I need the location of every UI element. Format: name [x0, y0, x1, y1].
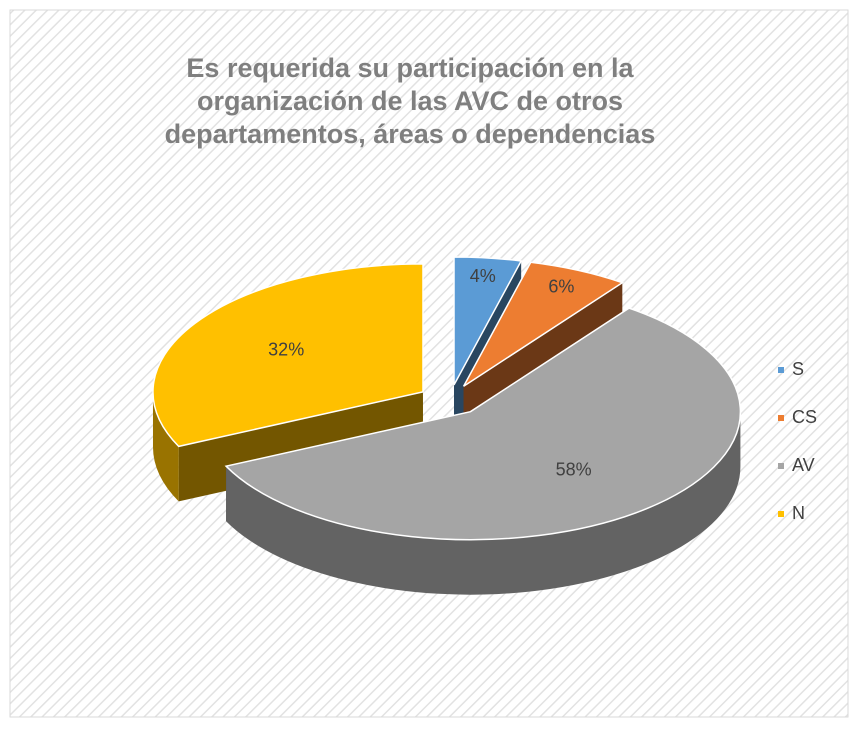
- legend-swatch: [778, 367, 784, 373]
- legend-swatch: [778, 511, 784, 517]
- chart-title: Es requerida su participación en la orga…: [164, 53, 656, 149]
- slice: [152, 263, 424, 448]
- slice-side: [226, 411, 741, 595]
- legend-label: N: [792, 503, 805, 523]
- data-label: 58%: [556, 460, 592, 480]
- data-label: 6%: [548, 277, 574, 297]
- slice: [224, 307, 742, 541]
- slice: [453, 256, 523, 386]
- legend-swatch: [778, 415, 784, 421]
- legend-label: CS: [792, 407, 817, 427]
- slice: [462, 261, 625, 387]
- data-label: 4%: [470, 266, 496, 286]
- legend-swatch: [778, 463, 784, 469]
- legend-label: AV: [792, 455, 815, 475]
- data-label: 32%: [268, 339, 304, 359]
- slice-side: [152, 391, 179, 502]
- legend-label: S: [792, 359, 804, 379]
